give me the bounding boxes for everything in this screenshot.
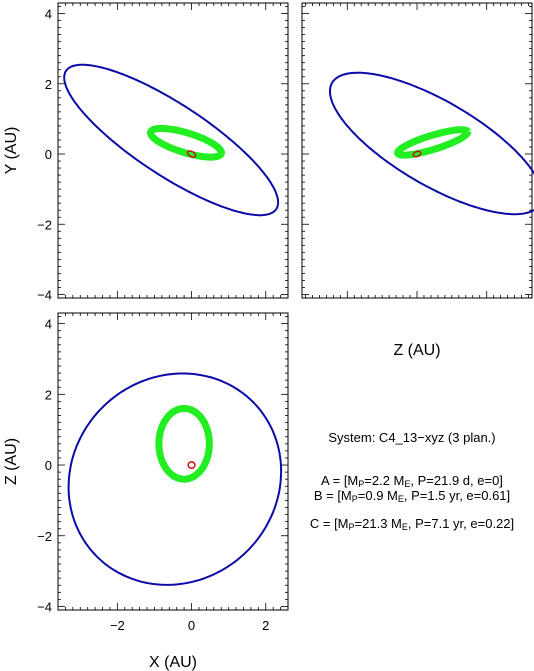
orbit-bottom-left-1 (155, 405, 213, 483)
y-tick-label: 4 (45, 317, 52, 332)
planet-b-mid: =0.9 M (357, 488, 398, 503)
planet-b-line: B = [MP=0.9 ME, P=1.5 yr, e=0.61] (290, 488, 534, 507)
y-axis-title: Y (AU) (3, 127, 20, 175)
panel-frame-top-left (57, 2, 289, 299)
planet-a-line: A = [MP=2.2 ME, P=21.9 d, e=0] (290, 473, 534, 492)
planet-b-sub2: E (397, 494, 404, 504)
planet-c-sub2: E (401, 522, 408, 532)
orbit-top-left-1 (147, 124, 225, 161)
x-axis-title: Z (AU) (393, 342, 440, 359)
planet-b-pre: B = [M (313, 488, 352, 503)
orbit-top-right-1 (394, 126, 472, 159)
orbit-top-right-0 (329, 71, 534, 216)
y-tick-label: 2 (45, 387, 52, 402)
planet-a-post: , P=21.9 d, e=0] (410, 473, 503, 488)
planet-a-sub2: E (404, 479, 411, 489)
orbit-top-right-2 (412, 150, 422, 158)
planet-c-sub1: P (348, 522, 355, 532)
orbit-top-left-0 (63, 63, 280, 217)
y-tick-label: 4 (45, 7, 52, 22)
planet-b-post: , P=1.5 yr, e=0.61] (403, 488, 511, 503)
x-tick-label: 0 (188, 618, 195, 633)
planet-a-pre: A = [M (321, 473, 359, 488)
x-tick-label: 2 (262, 618, 269, 633)
orbit-bottom-left-2 (187, 461, 196, 469)
y-tick-label: 2 (45, 77, 52, 92)
y-tick-label: −2 (37, 217, 52, 232)
y-tick-label: −4 (37, 287, 52, 302)
y-tick-label: −2 (37, 529, 52, 544)
planet-c-post: , P=7.1 yr, e=0.22] (407, 516, 515, 531)
orbit-top-left-2 (186, 150, 197, 158)
panel-frame-bottom-left (57, 312, 289, 611)
planet-a-sub1: P (358, 479, 365, 489)
planet-c-pre: C = [M (309, 516, 349, 531)
system-label: System: C4_13−xyz (3 plan.) (328, 430, 496, 445)
x-tick-label: −2 (110, 618, 125, 633)
y-tick-label: 0 (45, 458, 52, 473)
planet-c-mid: =21.3 M (354, 516, 402, 531)
y-axis-title: Z (AU) (3, 438, 20, 485)
orbit-bottom-left-0 (67, 372, 283, 586)
x-axis-title: X (AU) (149, 654, 197, 671)
planet-b-sub1: P (351, 494, 358, 504)
y-tick-label: 0 (45, 147, 52, 162)
planet-c-line: C = [MP=21.3 ME, P=7.1 yr, e=0.22] (290, 516, 534, 535)
planet-a-mid: =2.2 M (364, 473, 405, 488)
y-tick-label: −4 (37, 599, 52, 614)
